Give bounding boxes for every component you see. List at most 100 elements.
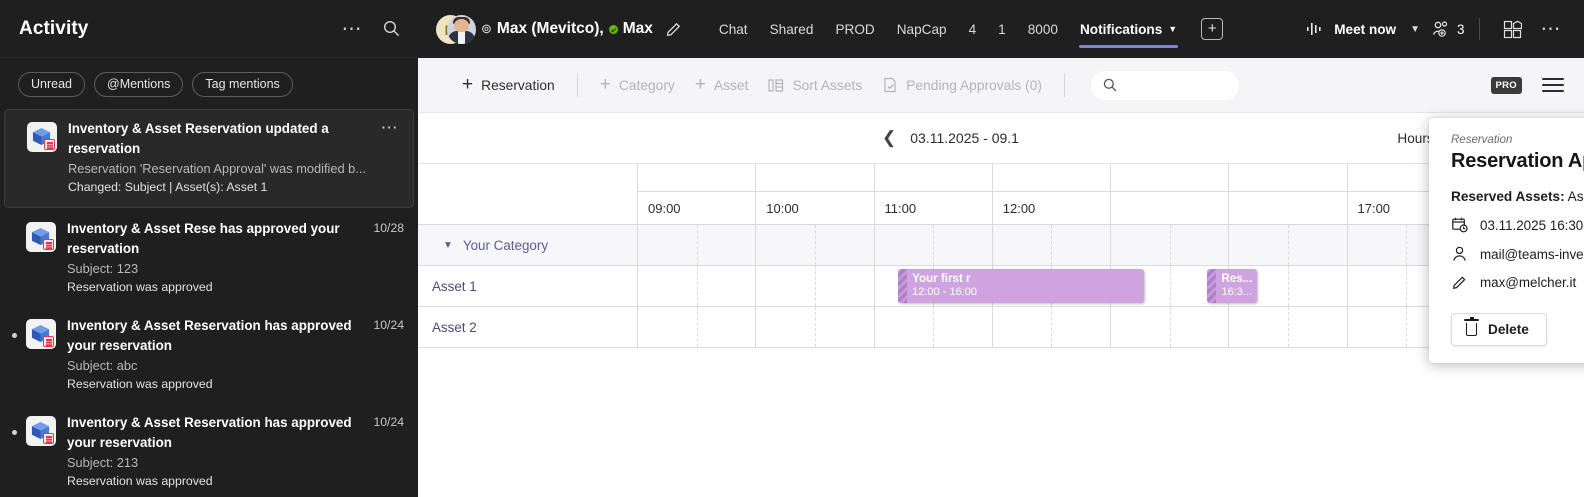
event-stripe xyxy=(898,269,908,303)
list-item[interactable]: Inventory & Asset Rese has approved your… xyxy=(0,210,418,307)
muted-icon: ⊚ xyxy=(481,21,492,36)
approval-doc-icon xyxy=(884,77,896,93)
event-time: 16:3... xyxy=(1221,286,1253,298)
time-label: 09:00 xyxy=(648,200,681,216)
popup-contact: mail@teams-inventory.com xyxy=(1480,246,1584,262)
tab-napcap[interactable]: NapCap xyxy=(896,21,947,37)
chevron-left-icon[interactable]: ❮ xyxy=(882,128,897,147)
tab-prod[interactable]: PROD xyxy=(835,21,875,37)
chevron-down-icon[interactable]: ▼ xyxy=(443,239,453,251)
activity-filters: Unread @Mentions Tag mentions xyxy=(0,58,418,109)
list-item-meta: Changed: Subject | Asset(s): Asset 1 xyxy=(68,180,268,194)
add-tab-button[interactable]: + xyxy=(1201,18,1224,40)
more-horizontal-icon[interactable]: ⋯ xyxy=(1540,18,1562,40)
more-horizontal-icon[interactable]: ⋯ xyxy=(341,17,363,40)
pending-approvals-button[interactable]: Pending Approvals (0) xyxy=(872,71,1052,99)
tab-shared[interactable]: Shared xyxy=(769,21,814,37)
divider xyxy=(1064,73,1065,97)
popup-organizer: max@melcher.it xyxy=(1480,275,1577,290)
meet-now-button[interactable]: Meet now xyxy=(1306,21,1396,37)
time-label: 10:00 xyxy=(766,200,799,216)
list-item[interactable]: Inventory & Asset Reservation has approv… xyxy=(0,404,418,497)
edit-pencil-icon[interactable] xyxy=(653,21,694,38)
delete-button[interactable]: Delete xyxy=(1451,313,1547,346)
avatar-photo xyxy=(447,15,476,44)
chat-name-label: Max (Mevitco), xyxy=(496,20,604,37)
time-label: 17:00 xyxy=(1357,200,1391,216)
time-slot-column xyxy=(1111,164,1230,224)
popup-assets-value: Asset 1 xyxy=(1567,189,1584,204)
list-item[interactable]: Inventory & Asset Reservation updated a … xyxy=(4,109,414,208)
date-range-label: 03.11.2025 - 09.1 xyxy=(910,130,1019,146)
member-name-label: Max xyxy=(622,20,653,37)
meet-now-chevron-down-icon[interactable]: ▼ xyxy=(1410,23,1421,35)
tab-4[interactable]: 4 xyxy=(968,21,977,37)
person-icon xyxy=(1451,246,1468,262)
divider xyxy=(1478,18,1480,40)
list-item-meta: Reservation was approved xyxy=(67,474,213,488)
pencil-icon xyxy=(1451,275,1468,290)
add-category-button[interactable]: + Category xyxy=(590,72,685,99)
list-item[interactable]: Inventory & Asset Reservation has approv… xyxy=(0,307,418,404)
apps-grid-icon[interactable] xyxy=(1494,20,1531,39)
meet-now-label: Meet now xyxy=(1334,21,1397,37)
inventory-app-icon xyxy=(27,122,57,152)
time-label xyxy=(1111,192,1228,224)
tab-1[interactable]: 1 xyxy=(998,21,1006,37)
popup-contact-row: mail@teams-inventory.com xyxy=(1451,246,1584,262)
list-item-date: 10/24 xyxy=(373,415,405,429)
popup-title: Reservation Approval xyxy=(1451,150,1584,172)
time-slot-column xyxy=(1229,164,1348,224)
list-item-subtitle: Subject: 213 xyxy=(67,455,139,470)
filter-unread[interactable]: Unread xyxy=(18,72,85,97)
avatar[interactable]: M xyxy=(436,13,476,45)
category-row[interactable]: ▼ Your Category xyxy=(418,225,1584,266)
add-reservation-button[interactable]: + Reservation xyxy=(452,72,565,99)
add-people-icon xyxy=(1433,21,1448,37)
filter-mentions[interactable]: @Mentions xyxy=(94,72,184,97)
sort-assets-button[interactable]: Sort Assets xyxy=(758,72,872,99)
reservation-event[interactable]: Your first r 12:00 - 16:00 xyxy=(898,269,1145,303)
time-label: 11:00 xyxy=(884,200,917,216)
asset-row: Asset 1 Your first r 12:00 - 16:00 Res..… xyxy=(418,266,1584,307)
add-asset-button[interactable]: + Asset xyxy=(685,72,759,99)
app-toolbar: + Reservation + Category + Asset Sort As… xyxy=(418,58,1584,113)
plus-icon: + xyxy=(694,74,706,95)
add-reservation-label: Reservation xyxy=(481,77,555,93)
chat-header-bar: M ⊚ Max (Mevitco), Max Chat Shared PROD … xyxy=(418,0,1584,58)
list-item-menu-icon[interactable]: ⋯ xyxy=(380,118,399,137)
asset-row-cells[interactable]: Your first r 12:00 - 16:00 Res... 16:3..… xyxy=(638,266,1584,306)
search-icon xyxy=(1103,78,1117,92)
page-title: Activity xyxy=(19,17,89,39)
chat-tabs: Chat Shared PROD NapCap 4 1 8000 Notific… xyxy=(708,4,1224,55)
list-item-date: 10/24 xyxy=(373,318,405,332)
inventory-app-icon xyxy=(26,416,56,446)
time-slot-column: 10:00 xyxy=(756,164,875,224)
tab-8000[interactable]: 8000 xyxy=(1027,21,1058,37)
notification-badge xyxy=(43,433,54,444)
plus-icon: + xyxy=(462,74,474,95)
popup-datetime-row: 03.11.2025 16:30 - 03.11.2025 17:00 xyxy=(1451,217,1584,233)
list-item-subtitle: Subject: 123 xyxy=(67,261,139,276)
activity-panel: Activity ⋯ Unread @Mentions Tag mentions xyxy=(0,0,418,497)
reservation-event[interactable]: Res... 16:3... xyxy=(1207,269,1257,303)
search-input[interactable] xyxy=(1091,70,1239,100)
working-hours-toggle[interactable]: Hours xyxy=(1397,130,1434,146)
divider xyxy=(576,73,578,97)
add-people-button[interactable]: 3 xyxy=(1432,21,1465,37)
popup-organizer-row: max@melcher.it xyxy=(1451,275,1584,290)
hamburger-menu-icon[interactable] xyxy=(1542,74,1564,96)
search-icon[interactable] xyxy=(383,20,400,37)
tab-notifications[interactable]: Notifications ▼ xyxy=(1069,4,1188,55)
activity-header: Activity ⋯ xyxy=(0,0,418,58)
unread-indicator xyxy=(12,333,17,338)
calendar-corner xyxy=(418,164,638,224)
delete-label: Delete xyxy=(1488,322,1529,337)
tab-notifications-label: Notifications xyxy=(1079,21,1163,37)
presence-available-icon xyxy=(608,24,618,34)
chat-header-actions: Meet now ▼ 3 ⋯ xyxy=(1306,18,1568,40)
reservation-popup: Reservation Reservation Approval ✕ Reser… xyxy=(1429,118,1584,363)
tab-chat[interactable]: Chat xyxy=(718,21,748,37)
popup-actions: Delete More Details xyxy=(1451,312,1584,347)
filter-tag-mentions[interactable]: Tag mentions xyxy=(192,72,293,97)
